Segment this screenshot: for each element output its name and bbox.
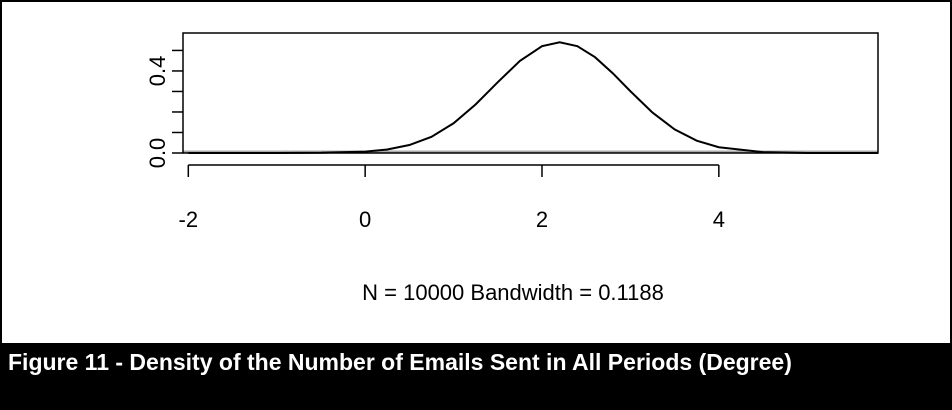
y-tick-label: 0.0	[145, 138, 170, 169]
chart: N = 10000 Bandwidth = 0.1188 0.0 0.4 -2 0 2 4	[145, 32, 879, 305]
figure-frame	[0, 0, 952, 343]
x-tick-label: 0	[359, 207, 371, 232]
x-tick-label: 2	[536, 207, 548, 232]
x-tick-label: -2	[179, 207, 199, 232]
caption-bar: Figure 11 - Density of the Number of Ema…	[0, 343, 952, 410]
plot-frame	[182, 32, 879, 154]
y-tick-label: 0.4	[145, 56, 170, 87]
x-tick-label: 4	[713, 207, 725, 232]
density-line	[188, 41, 878, 154]
x-axis-label: N = 10000 Bandwidth = 0.1188	[362, 280, 664, 305]
caption: Figure 11 - Density of the Number of Ema…	[8, 349, 792, 375]
